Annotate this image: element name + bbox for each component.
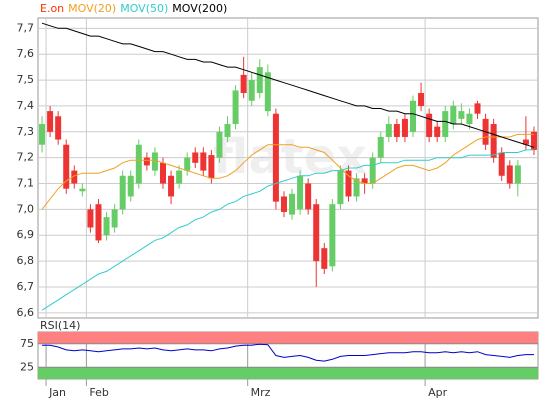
candle-body: [135, 144, 142, 184]
candle-body: [385, 124, 392, 137]
overbought-band: [38, 332, 538, 344]
candle-body: [458, 111, 465, 119]
candle-body: [377, 136, 384, 158]
candle-body: [426, 113, 433, 137]
candle-body: [337, 170, 344, 205]
candle-body: [119, 175, 126, 210]
candle-body: [168, 175, 175, 197]
candle-body: [289, 193, 296, 215]
y-tick-label: 7,3: [17, 125, 35, 138]
line: [41, 149, 534, 311]
candle-body: [522, 139, 529, 145]
candle-body: [369, 157, 376, 184]
candle-body: [474, 103, 481, 114]
candle-body: [410, 100, 416, 132]
line: [42, 343, 534, 362]
y-tick-label: 25: [20, 360, 34, 373]
y-tick-label: 7,6: [17, 47, 35, 60]
candle-body: [176, 170, 183, 184]
candle-body: [71, 170, 78, 184]
candle-body: [530, 131, 537, 150]
x-tick-label: Jan: [48, 386, 66, 399]
candle-body: [345, 170, 352, 197]
x-tick-label: Feb: [89, 386, 108, 399]
line: [41, 133, 534, 210]
candle-body: [79, 188, 86, 192]
candle-body: [280, 196, 287, 212]
candle-body: [313, 204, 320, 262]
candle-body: [393, 124, 400, 137]
x-tick-label: Apr: [428, 386, 448, 399]
candle-body: [95, 204, 102, 241]
candle-body: [442, 111, 449, 137]
y-tick-label: 7,2: [17, 151, 35, 164]
candle-body: [297, 175, 304, 210]
y-tick-label: 6,7: [17, 280, 35, 293]
candle-body: [160, 162, 166, 184]
rsi-title: RSI(14): [40, 319, 80, 332]
candle-body: [240, 74, 247, 93]
price-panel: [37, 17, 539, 319]
candle-body: [490, 124, 497, 158]
y-tick-label: 6,6: [17, 306, 35, 319]
y-tick-label: 7,7: [17, 21, 35, 34]
candle-body: [87, 209, 94, 228]
y-tick-label: 7,5: [17, 73, 35, 86]
candle-body: [63, 144, 70, 189]
candle-body: [401, 118, 408, 137]
oversold-band: [38, 367, 538, 379]
candle-body: [248, 80, 255, 101]
candle-body: [232, 90, 239, 125]
candle-body: [216, 131, 223, 158]
candle-body: [498, 152, 505, 176]
candle-body: [151, 152, 158, 171]
legend-entry: E.on: [40, 2, 64, 15]
candle-body: [208, 155, 215, 179]
candle-body: [514, 165, 521, 184]
candle-body: [200, 152, 207, 171]
candle-body: [506, 165, 513, 184]
y-tick-label: 7,4: [17, 99, 35, 112]
candle-body: [361, 178, 368, 184]
y-tick-label: 7,0: [17, 202, 35, 215]
candle-body: [434, 126, 441, 137]
candle-body: [353, 178, 360, 197]
line: [41, 22, 535, 148]
candle-body: [256, 67, 263, 93]
y-tick-label: 75: [20, 337, 34, 350]
candle-body: [264, 72, 271, 112]
legend: E.on MOV(20) MOV(50) MOV(200): [40, 2, 227, 15]
candle-body: [143, 157, 150, 166]
candle-body: [329, 204, 336, 267]
candle-body: [224, 124, 231, 137]
candle-body: [39, 124, 46, 145]
candle-body: [305, 183, 312, 210]
candle-body: [272, 113, 279, 202]
legend-entry: MOV(50): [120, 2, 168, 15]
y-tick-label: 6,9: [17, 228, 35, 241]
watermark: flatex: [213, 129, 367, 185]
candle-body: [47, 111, 54, 132]
x-tick-label: Mrz: [251, 386, 271, 399]
candle-body: [127, 175, 134, 197]
candle-body: [103, 217, 110, 236]
candle-body: [111, 209, 118, 228]
candle-body: [55, 116, 62, 140]
candle-body: [450, 105, 457, 125]
y-tick-label: 7,1: [17, 177, 35, 190]
legend-entry: MOV(20): [68, 2, 116, 15]
candle-body: [418, 93, 425, 106]
candle-body: [466, 113, 473, 125]
candle-body: [184, 157, 191, 171]
y-tick-label: 6,8: [17, 254, 35, 267]
candle-body: [321, 248, 328, 269]
candle-body: [192, 152, 199, 163]
legend-entry: MOV(200): [172, 2, 227, 15]
